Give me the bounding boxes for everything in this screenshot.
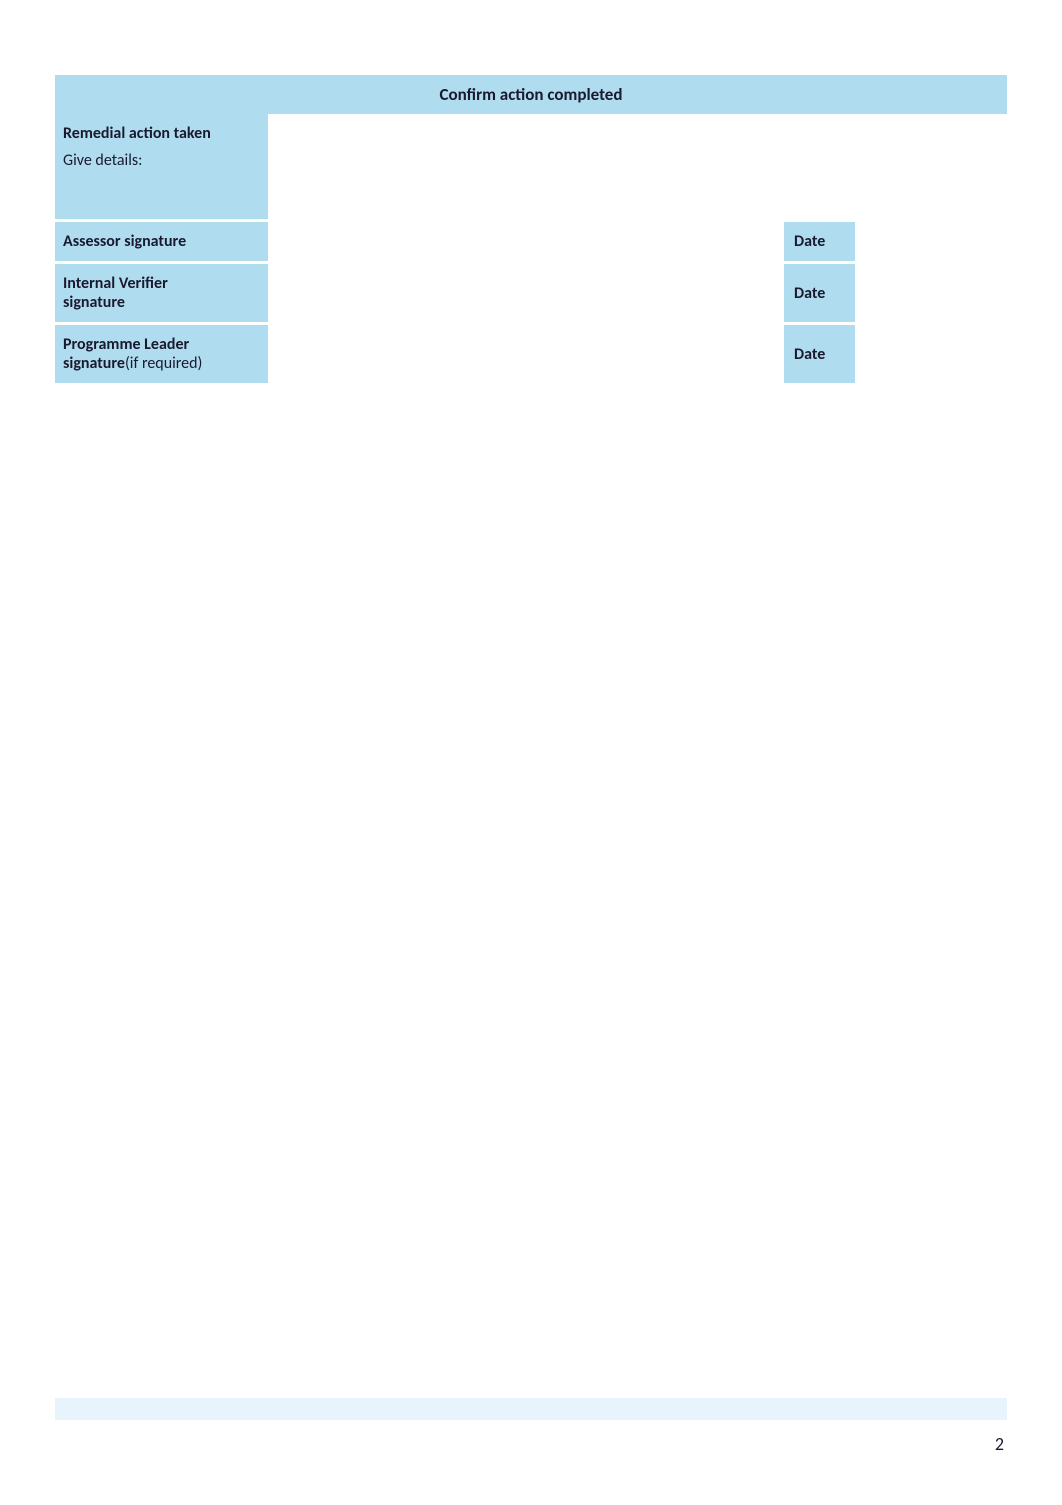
verifier-signature-value[interactable] — [270, 264, 782, 322]
verifier-label-line1: Internal Verifier — [63, 274, 168, 293]
assessor-date-label: Date — [782, 222, 857, 261]
header-row: Confirm action completed — [55, 75, 1007, 114]
verifier-signature-label: Internal Verifier signature — [55, 264, 270, 322]
verifier-date-value[interactable] — [857, 264, 1007, 322]
page-container: Confirm action completed Remedial action… — [0, 0, 1062, 383]
confirmation-form-table: Confirm action completed Remedial action… — [55, 75, 1007, 383]
remedial-action-label: Remedial action taken — [63, 124, 211, 143]
assessor-signature-row: Assessor signature Date — [55, 222, 1007, 261]
programme-signature-value[interactable] — [270, 325, 782, 383]
programme-date-label: Date — [782, 325, 857, 383]
programme-date-value[interactable] — [857, 325, 1007, 383]
programme-leader-label: Programme Leader signature(if required) — [55, 325, 270, 383]
assessor-signature-value[interactable] — [270, 222, 782, 261]
programme-label-line1: Programme Leader — [63, 335, 189, 354]
form-header: Confirm action completed — [55, 75, 1007, 114]
verifier-label-line2: signature — [63, 293, 125, 312]
assessor-date-value[interactable] — [857, 222, 1007, 261]
footer-line — [55, 1398, 1007, 1420]
programme-leader-signature-row: Programme Leader signature(if required) … — [55, 325, 1007, 383]
verifier-date-label: Date — [782, 264, 857, 322]
verifier-signature-row: Internal Verifier signature Date — [55, 264, 1007, 322]
page-number: 2 — [995, 1433, 1004, 1455]
remedial-action-row: Remedial action taken Give details: — [55, 114, 1007, 219]
assessor-signature-label: Assessor signature — [55, 222, 270, 261]
programme-suffix: (if required) — [125, 354, 202, 373]
remedial-action-value[interactable] — [270, 114, 1007, 219]
remedial-action-label-cell: Remedial action taken Give details: — [55, 114, 270, 219]
remedial-action-subtitle: Give details: — [63, 151, 260, 170]
programme-label-line2: signature — [63, 354, 125, 373]
